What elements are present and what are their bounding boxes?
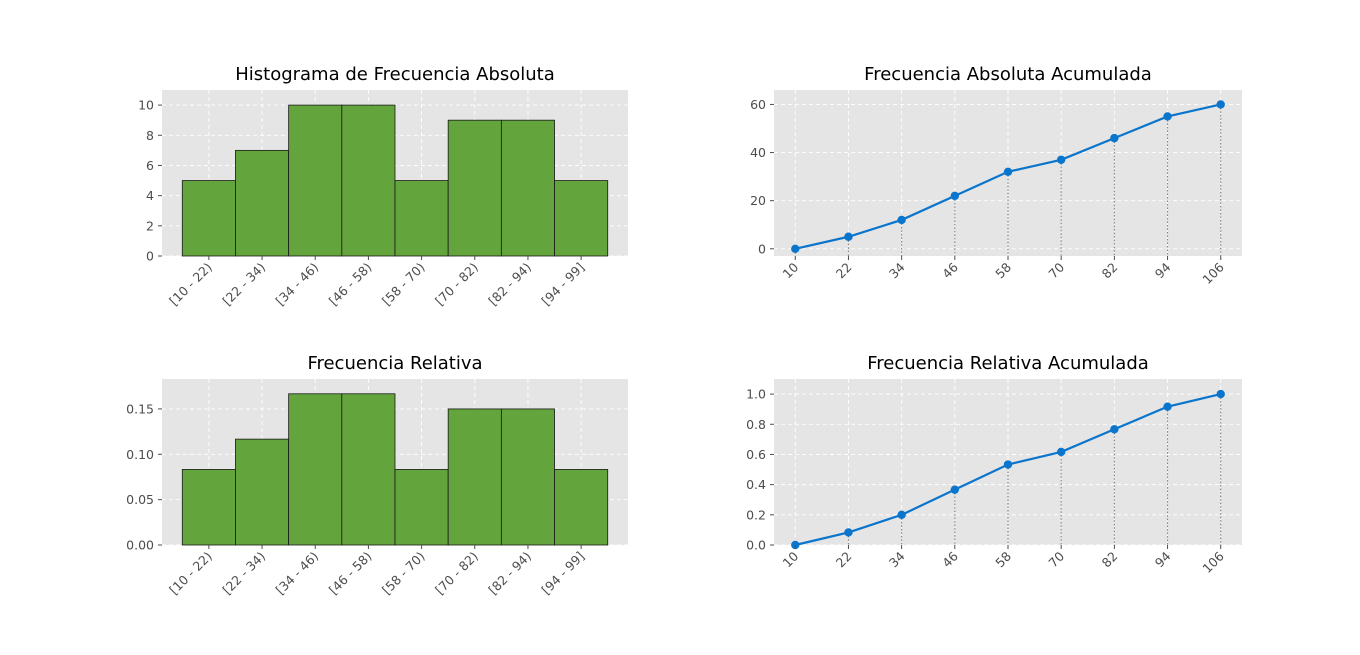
bar — [288, 393, 343, 546]
y-tick-label: 0.00 — [126, 538, 154, 553]
bar — [235, 438, 290, 546]
x-tick-label: [82 - 94) — [485, 549, 534, 598]
data-point — [1163, 402, 1172, 411]
data-point — [897, 510, 906, 520]
chart-panel-3: 0.00 0.05 0.10 0.15 [10 - 22) [22 - 34) [34 - … — [126, 353, 628, 597]
data-point — [844, 528, 853, 537]
data-point — [1056, 447, 1066, 457]
x-tick-label: [94 - 99] — [538, 549, 587, 598]
x-tick-label: 82 — [1099, 260, 1121, 282]
bar — [447, 408, 502, 546]
bar — [341, 104, 396, 257]
data-point — [897, 215, 906, 225]
chart-panel-2: 0 20 40 60 10 22 34 46 58 70 82 94 106 Frecuencia Abs… — [750, 64, 1242, 287]
y-tick-label: 0.0 — [746, 538, 766, 553]
chart-panel-1: 0 2 4 6 8 10 [10 - 22) [22 - 34) [34 - 46) [46 - … — [138, 64, 628, 308]
bar — [394, 180, 449, 257]
x-tick-label: 34 — [886, 259, 908, 281]
x-tick-label: [70 - 82) — [432, 549, 481, 598]
x-tick-label: 10 — [780, 548, 802, 570]
x-tick-label: 70 — [1045, 259, 1067, 281]
y-tick-label: 0.4 — [746, 477, 766, 492]
bar — [447, 119, 502, 257]
bar — [288, 104, 343, 257]
chart-title: Frecuencia Absoluta Acumulada — [864, 64, 1152, 85]
data-point — [1110, 133, 1119, 143]
chart-title: Histograma de Frecuencia Absoluta — [235, 64, 555, 85]
x-tick-label: 46 — [939, 259, 961, 281]
x-tick-label: [82 - 94) — [485, 260, 534, 309]
y-tick-label: 0.10 — [126, 447, 154, 462]
y-tick-label: 1.0 — [746, 387, 766, 402]
x-tick-label: 34 — [886, 548, 908, 570]
data-point — [1216, 100, 1225, 109]
data-point — [1056, 155, 1066, 164]
x-tick-label: [34 - 46) — [273, 549, 322, 598]
data-point — [950, 485, 960, 494]
x-tick-label: [22 - 34) — [219, 260, 268, 309]
data-point — [1216, 389, 1225, 399]
bar — [500, 119, 555, 257]
x-tick-label: 46 — [939, 548, 961, 570]
data-point — [1110, 425, 1119, 434]
x-tick-label: 22 — [833, 549, 855, 571]
y-tick-label: 0.6 — [746, 447, 766, 462]
x-tick-label: 70 — [1045, 548, 1067, 570]
bar — [181, 180, 236, 257]
y-tick-label: 6 — [146, 158, 154, 173]
y-tick-label: 10 — [138, 98, 154, 113]
y-tick-label: 20 — [750, 193, 766, 208]
y-tick-label: 0.8 — [746, 417, 766, 432]
data-point — [1163, 112, 1172, 121]
bar — [554, 180, 609, 257]
y-tick-label: 4 — [146, 188, 154, 203]
data-point — [844, 232, 853, 241]
data-point — [791, 244, 800, 253]
data-point — [1003, 460, 1013, 469]
y-tick-label: 8 — [146, 128, 154, 143]
data-point — [1003, 167, 1013, 176]
bar — [181, 469, 236, 546]
bar — [235, 149, 290, 257]
y-tick-label: 40 — [750, 145, 766, 160]
x-tick-label: 10 — [780, 259, 802, 281]
x-tick-label: [94 - 99] — [538, 260, 587, 309]
x-tick-label: 106 — [1199, 259, 1227, 287]
x-tick-label: 94 — [1152, 259, 1174, 281]
x-tick-label: [10 - 22) — [166, 260, 215, 309]
y-tick-label: 0.2 — [746, 507, 766, 522]
bar — [394, 469, 449, 546]
x-tick-label: [46 - 58) — [326, 260, 375, 309]
chart-panel-4: 0.0 0.2 0.4 0.6 0.8 1.0 10 22 34 46 58 70 82 94 106 Fre… — [746, 353, 1242, 576]
x-tick-label: 94 — [1152, 548, 1174, 570]
x-tick-label: 106 — [1199, 548, 1227, 576]
x-tick-label: [58 - 70) — [379, 549, 428, 598]
x-tick-label: 82 — [1099, 549, 1121, 571]
y-tick-label: 2 — [146, 218, 154, 233]
chart-title: Frecuencia Relativa — [307, 353, 482, 374]
x-tick-label: [46 - 58) — [326, 549, 375, 598]
y-tick-label: 0.15 — [126, 401, 154, 416]
y-tick-label: 0.05 — [126, 492, 154, 507]
chart-title: Frecuencia Relativa Acumulada — [867, 353, 1149, 374]
x-tick-label: [10 - 22) — [166, 549, 215, 598]
x-tick-label: 22 — [833, 260, 855, 282]
y-tick-label: 60 — [750, 97, 766, 112]
bar — [500, 408, 555, 546]
y-tick-label: 0 — [146, 249, 154, 264]
x-tick-label: [22 - 34) — [219, 549, 268, 598]
y-tick-label: 0 — [758, 241, 766, 256]
x-tick-label: 58 — [992, 259, 1014, 281]
data-point — [950, 191, 960, 201]
x-tick-label: [34 - 46) — [273, 260, 322, 309]
x-tick-label: [70 - 82) — [432, 260, 481, 309]
bar — [554, 469, 609, 546]
x-tick-label: [58 - 70) — [379, 260, 428, 309]
bar — [341, 393, 396, 546]
x-tick-label: 58 — [992, 548, 1014, 570]
